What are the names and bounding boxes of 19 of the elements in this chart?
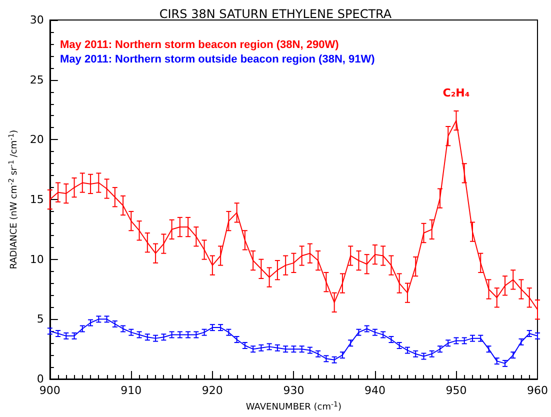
y-tick-label: 15 — [30, 193, 44, 206]
line-series — [49, 318, 538, 364]
y-tick-label: 20 — [30, 133, 44, 146]
x-tick-label: 900 — [39, 384, 60, 397]
x-tick-label: 960 — [527, 384, 548, 397]
y-tick-label: 0 — [36, 372, 44, 386]
y-tick-label: 30 — [30, 14, 44, 26]
y-tick-label: 10 — [30, 252, 44, 266]
x-tick-label: 910 — [120, 384, 142, 397]
x-tick-label: 930 — [283, 384, 304, 397]
y-tick-label: 25 — [30, 73, 44, 86]
chart-title: CIRS 38N SATURN ETHYLENE SPECTRA — [159, 7, 392, 21]
annotation: C₂H₄ — [442, 86, 470, 100]
text: May 2011: Northern storm beacon region (38N, 290W) — [60, 39, 340, 51]
x-tick-label: 940 — [364, 384, 386, 397]
x-tick-label: 920 — [202, 384, 223, 397]
y-tick-label: 5 — [36, 312, 44, 326]
text: May 2011: Northern storm outside beacon region (38N, 91W) — [60, 54, 376, 66]
x-tick-label: 950 — [446, 384, 467, 397]
